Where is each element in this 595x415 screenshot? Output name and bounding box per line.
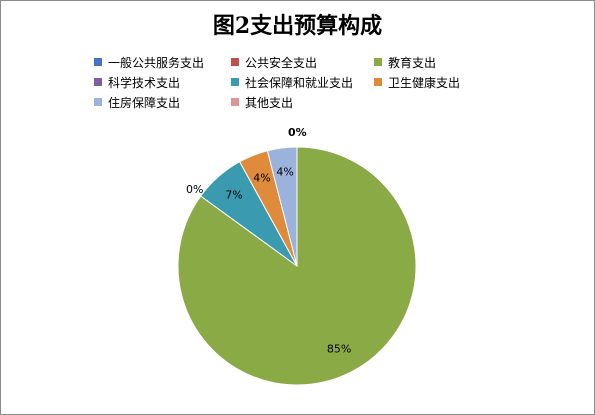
pie-slice-6: [266, 146, 298, 267]
legend-item-science-technology: 科学技术支出: [94, 72, 180, 92]
legend-label: 公共安全支出: [245, 55, 318, 70]
legend-swatch: [231, 78, 239, 86]
legend-swatch: [231, 98, 239, 106]
legend-item-general-public-services: 一般公共服务支出: [94, 52, 204, 72]
pie-slices: [177, 146, 417, 386]
data-labels: 0% 0% 85% 7% 4% 4%: [186, 126, 351, 356]
legend-swatch: [94, 98, 102, 106]
legend-item-public-safety: 公共安全支出: [231, 52, 317, 72]
legend-swatch: [94, 78, 102, 86]
legend-item-social-security-employment: 社会保障和就业支出: [231, 72, 353, 92]
legend-label: 教育支出: [388, 55, 437, 70]
legend-label: 其他支出: [245, 95, 294, 110]
legend-label: 社会保障和就业支出: [245, 75, 354, 90]
data-label-slice-2: 85%: [327, 343, 351, 356]
data-label-slice-5: 4%: [253, 171, 270, 184]
data-label-zero-top: 0%: [288, 126, 307, 139]
legend-swatch: [374, 78, 382, 86]
legend-item-health: 卫生健康支出: [374, 72, 460, 92]
legend-label: 卫生健康支出: [388, 75, 461, 90]
data-label-slice-4: 7%: [225, 189, 242, 202]
data-label-zero-left: 0%: [186, 183, 203, 196]
data-label-slice-6: 4%: [276, 166, 293, 179]
legend-swatch: [374, 58, 382, 66]
legend-swatch: [94, 58, 102, 66]
legend-item-housing-security: 住房保障支出: [94, 92, 180, 112]
legend-swatch: [231, 58, 239, 66]
chart-title: 图2支出预算构成: [212, 13, 383, 39]
legend-label: 一般公共服务支出: [108, 55, 205, 70]
legend-item-other: 其他支出: [231, 92, 293, 112]
legend-label: 科学技术支出: [108, 75, 181, 90]
legend-item-education: 教育支出: [374, 52, 436, 72]
legend-label: 住房保障支出: [108, 95, 181, 110]
